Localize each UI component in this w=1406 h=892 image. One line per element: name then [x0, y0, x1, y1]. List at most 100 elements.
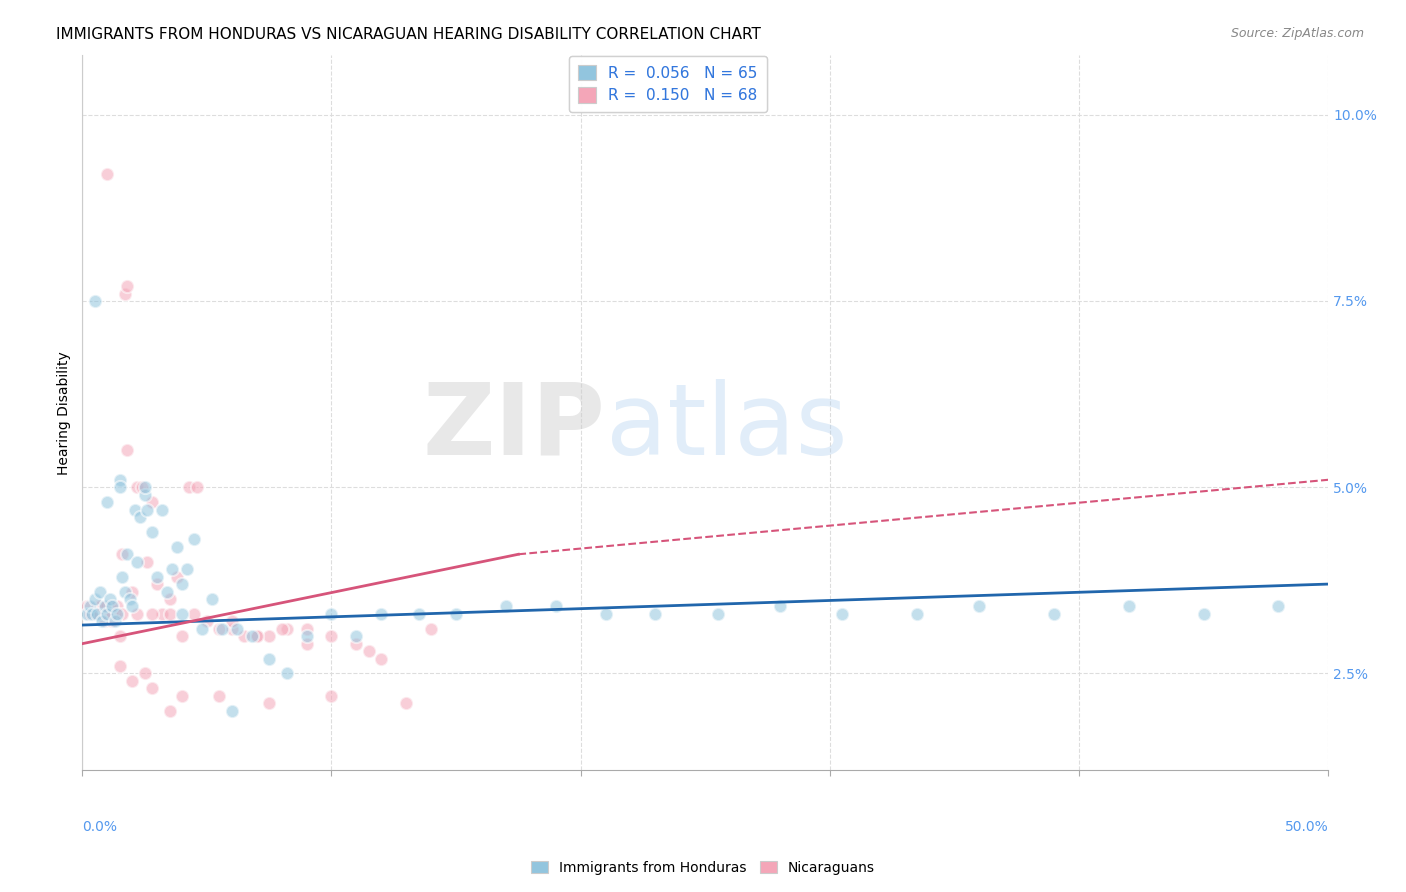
Point	[321, 689, 343, 703]
Point	[495, 599, 517, 614]
Point	[115, 547, 138, 561]
Point	[905, 607, 928, 621]
Point	[141, 607, 163, 621]
Point	[420, 622, 443, 636]
Point	[82, 607, 104, 621]
Point	[1118, 599, 1140, 614]
Point	[257, 651, 280, 665]
Point	[114, 286, 136, 301]
Point	[295, 629, 318, 643]
Point	[183, 607, 205, 621]
Point	[370, 607, 392, 621]
Point	[146, 577, 169, 591]
Text: IMMIGRANTS FROM HONDURAS VS NICARAGUAN HEARING DISABILITY CORRELATION CHART: IMMIGRANTS FROM HONDURAS VS NICARAGUAN H…	[56, 27, 761, 42]
Point	[246, 629, 269, 643]
Point	[101, 615, 124, 629]
Point	[270, 622, 292, 636]
Point	[136, 555, 159, 569]
Point	[186, 480, 208, 494]
Point	[101, 607, 124, 621]
Point	[159, 704, 181, 718]
Point	[121, 599, 143, 614]
Point	[221, 615, 243, 629]
Point	[170, 689, 193, 703]
Point	[121, 673, 143, 688]
Point	[395, 696, 418, 710]
Point	[111, 607, 134, 621]
Point	[131, 480, 153, 494]
Point	[115, 279, 138, 293]
Point	[141, 495, 163, 509]
Point	[86, 607, 108, 621]
Point	[321, 607, 343, 621]
Point	[357, 644, 380, 658]
Point	[108, 659, 131, 673]
Point	[98, 591, 121, 606]
Point	[111, 569, 134, 583]
Point	[150, 502, 173, 516]
Point	[321, 629, 343, 643]
Point	[127, 480, 149, 494]
Point	[170, 629, 193, 643]
Point	[166, 540, 188, 554]
Point	[201, 591, 224, 606]
Point	[544, 599, 567, 614]
Point	[644, 607, 666, 621]
Point	[156, 584, 179, 599]
Point	[159, 607, 181, 621]
Point	[83, 607, 105, 621]
Point	[89, 599, 111, 614]
Point	[344, 637, 367, 651]
Text: Source: ZipAtlas.com: Source: ZipAtlas.com	[1230, 27, 1364, 40]
Point	[257, 629, 280, 643]
Point	[86, 599, 108, 614]
Point	[89, 607, 111, 621]
Point	[105, 607, 128, 621]
Point	[969, 599, 991, 614]
Point	[104, 615, 127, 629]
Point	[141, 524, 163, 539]
Point	[831, 607, 853, 621]
Point	[91, 615, 114, 629]
Point	[108, 629, 131, 643]
Point	[93, 599, 115, 614]
Point	[225, 622, 247, 636]
Point	[127, 555, 149, 569]
Point	[159, 591, 181, 606]
Point	[82, 607, 104, 621]
Point	[276, 666, 298, 681]
Point	[89, 584, 111, 599]
Point	[79, 599, 101, 614]
Point	[136, 502, 159, 516]
Point	[79, 607, 101, 621]
Point	[96, 167, 118, 181]
Point	[1043, 607, 1066, 621]
Point	[114, 584, 136, 599]
Point	[76, 599, 98, 614]
Text: ZIP: ZIP	[423, 378, 606, 475]
Point	[246, 629, 269, 643]
Point	[211, 622, 233, 636]
Point	[93, 607, 115, 621]
Y-axis label: Hearing Disability: Hearing Disability	[58, 351, 72, 475]
Point	[1267, 599, 1289, 614]
Point	[118, 591, 141, 606]
Point	[276, 622, 298, 636]
Point	[221, 704, 243, 718]
Point	[769, 599, 792, 614]
Point	[83, 293, 105, 308]
Point	[134, 488, 156, 502]
Point	[183, 533, 205, 547]
Point	[105, 599, 128, 614]
Point	[170, 607, 193, 621]
Point	[111, 547, 134, 561]
Point	[344, 629, 367, 643]
Legend: R =  0.056   N = 65, R =  0.150   N = 68: R = 0.056 N = 65, R = 0.150 N = 68	[569, 55, 768, 112]
Point	[91, 599, 114, 614]
Point	[101, 599, 124, 614]
Point	[208, 689, 231, 703]
Point	[98, 599, 121, 614]
Text: atlas: atlas	[606, 378, 848, 475]
Point	[1192, 607, 1215, 621]
Point	[108, 473, 131, 487]
